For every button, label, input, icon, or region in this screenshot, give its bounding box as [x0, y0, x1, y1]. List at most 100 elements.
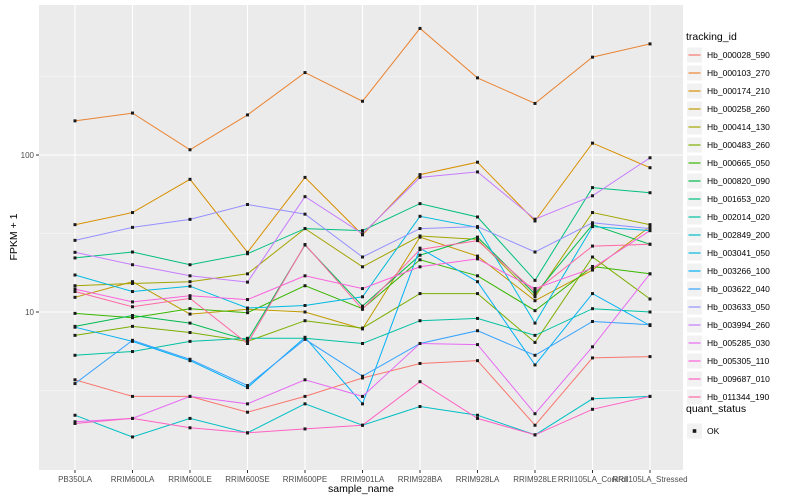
- legend-label: Hb_002849_200: [707, 230, 770, 240]
- data-point: [73, 413, 77, 417]
- data-point: [246, 431, 249, 435]
- data-point: [418, 175, 422, 179]
- legend-label: Hb_009687_010: [707, 374, 770, 384]
- data-point: [533, 333, 537, 337]
- x-tick-label: RRIM928LE: [513, 475, 557, 484]
- data-point: [131, 416, 134, 420]
- data-point: [533, 299, 537, 303]
- data-point: [303, 337, 307, 341]
- legend-label: Hb_000820_090: [707, 176, 770, 186]
- data-point: [591, 268, 594, 272]
- data-point: [591, 266, 594, 270]
- legend-label: Hb_003622_040: [707, 284, 770, 294]
- x-tick-label: RRIM928BA: [398, 475, 443, 484]
- data-point: [246, 311, 249, 315]
- legend-label: Hb_002014_020: [707, 212, 770, 222]
- data-point: [476, 343, 479, 347]
- data-point: [131, 290, 134, 294]
- data-point: [361, 394, 364, 398]
- data-point: [131, 211, 134, 215]
- data-point: [361, 326, 364, 330]
- data-point: [188, 394, 192, 398]
- data-point: [303, 212, 307, 216]
- data-point: [246, 113, 249, 117]
- legend-label: Hb_000483_260: [707, 140, 770, 150]
- data-point: [246, 336, 249, 340]
- legend-title-tracking-id: tracking_id: [686, 31, 737, 43]
- legend-label: Hb_000414_130: [707, 122, 770, 132]
- data-point: [591, 223, 594, 227]
- data-point: [648, 166, 652, 170]
- x-tick-label: RRIM901LA: [341, 475, 385, 484]
- data-point: [418, 202, 422, 206]
- data-point: [361, 304, 364, 308]
- data-point: [533, 292, 537, 296]
- data-point: [73, 223, 77, 227]
- data-point: [476, 215, 479, 219]
- data-point: [533, 363, 537, 367]
- x-tick-label: RRIM928LA: [456, 475, 500, 484]
- x-tick-label: PB350LA: [58, 475, 92, 484]
- data-point: [418, 292, 422, 296]
- data-point: [246, 280, 249, 284]
- data-point: [418, 26, 422, 30]
- data-point: [131, 305, 134, 309]
- data-point: [476, 235, 479, 239]
- data-point: [418, 214, 422, 218]
- data-point: [73, 273, 77, 277]
- data-point: [591, 319, 594, 323]
- data-point: [533, 340, 537, 344]
- data-point: [476, 257, 479, 261]
- data-point: [591, 345, 594, 349]
- data-point: [418, 380, 422, 384]
- data-point: [533, 309, 537, 313]
- data-point: [648, 156, 652, 160]
- data-point: [73, 420, 77, 424]
- data-point: [418, 227, 422, 231]
- data-point: [476, 239, 479, 243]
- data-point: [361, 374, 364, 378]
- data-point: [188, 339, 192, 343]
- data-point: [533, 287, 537, 291]
- data-point: [591, 211, 594, 215]
- data-point: [73, 238, 77, 242]
- data-point: [188, 426, 192, 430]
- data-point: [246, 402, 249, 406]
- data-point: [73, 287, 77, 291]
- data-point: [591, 292, 594, 296]
- legend-label: Hb_000174_210: [707, 86, 770, 96]
- data-point: [131, 435, 134, 439]
- data-point: [73, 295, 77, 299]
- data-point: [361, 295, 364, 299]
- data-point: [533, 101, 537, 105]
- legend-key-point: [692, 429, 697, 433]
- data-point: [246, 338, 249, 342]
- x-axis-title: sample_name: [328, 483, 394, 495]
- data-point: [188, 217, 192, 221]
- data-point: [476, 292, 479, 296]
- legend-label: Hb_003266_100: [707, 266, 770, 276]
- data-point: [648, 310, 652, 314]
- data-point: [591, 244, 594, 248]
- data-point: [73, 353, 77, 357]
- data-point: [591, 221, 594, 225]
- data-point: [533, 219, 537, 223]
- x-tick-label: RRII105LA_Stressed: [612, 475, 687, 484]
- data-point: [648, 227, 652, 231]
- data-point: [246, 384, 249, 388]
- data-point: [533, 412, 537, 416]
- data-point: [418, 253, 422, 257]
- data-point: [533, 295, 537, 299]
- data-point: [533, 217, 537, 221]
- data-point: [303, 394, 307, 398]
- data-point: [591, 307, 594, 311]
- data-point: [361, 423, 364, 427]
- data-point: [476, 413, 479, 417]
- data-point: [476, 76, 479, 80]
- legend-label: Hb_003994_260: [707, 320, 770, 330]
- data-point: [648, 394, 652, 398]
- legend-label: Hb_000103_270: [707, 68, 770, 78]
- data-point: [533, 250, 537, 254]
- y-tick-label: 100: [21, 151, 35, 160]
